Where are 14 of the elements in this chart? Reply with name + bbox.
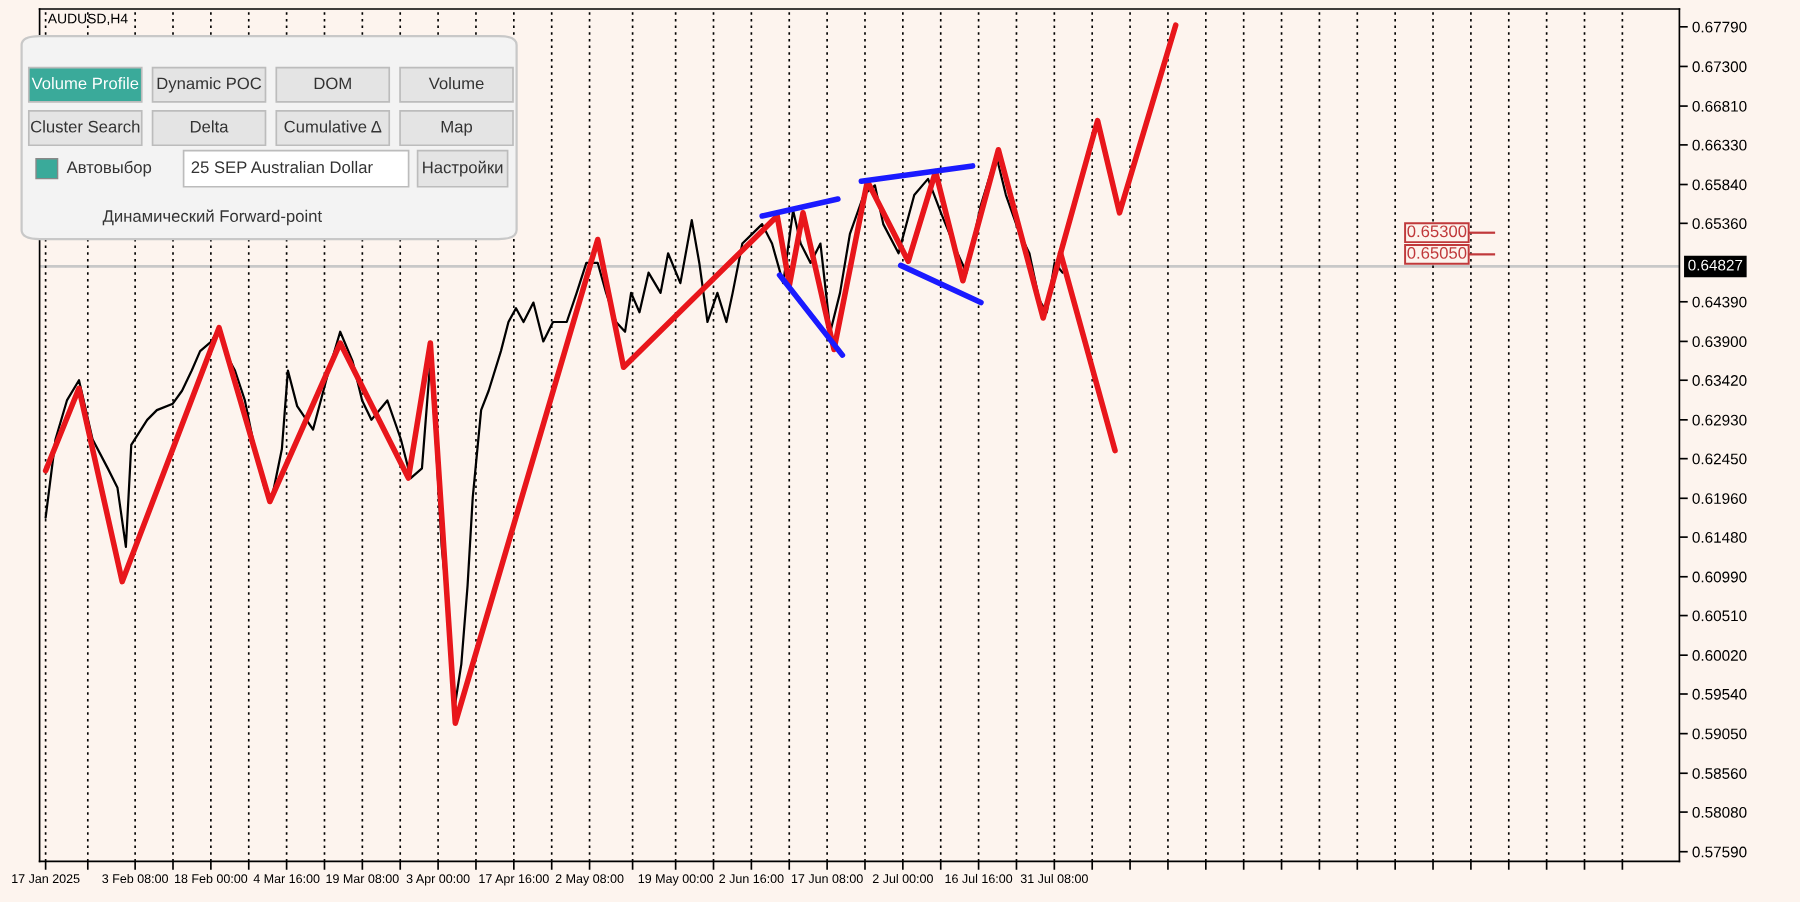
annotation: Dynamic POC: [157, 77, 262, 93]
annotation: DOM: [314, 77, 351, 90]
annotation: Cumulative Δ: [284, 120, 382, 133]
annotation: Cluster Search: [31, 120, 140, 133]
annotation: Map: [441, 120, 473, 136]
annotation: Динамический Forward-point: [102, 209, 322, 226]
annotation: Автовыбор: [66, 160, 152, 177]
annotation: Volume Profile: [31, 77, 139, 90]
annotation: 25 SEP Australian Dollar: [191, 160, 373, 174]
annotation: 0.65300: [1407, 225, 1467, 238]
annotation: Delta: [190, 120, 229, 133]
annotation: 0.65050: [1407, 247, 1467, 259]
annotation: Volume: [428, 77, 484, 90]
annotation: Настройки: [423, 160, 503, 177]
